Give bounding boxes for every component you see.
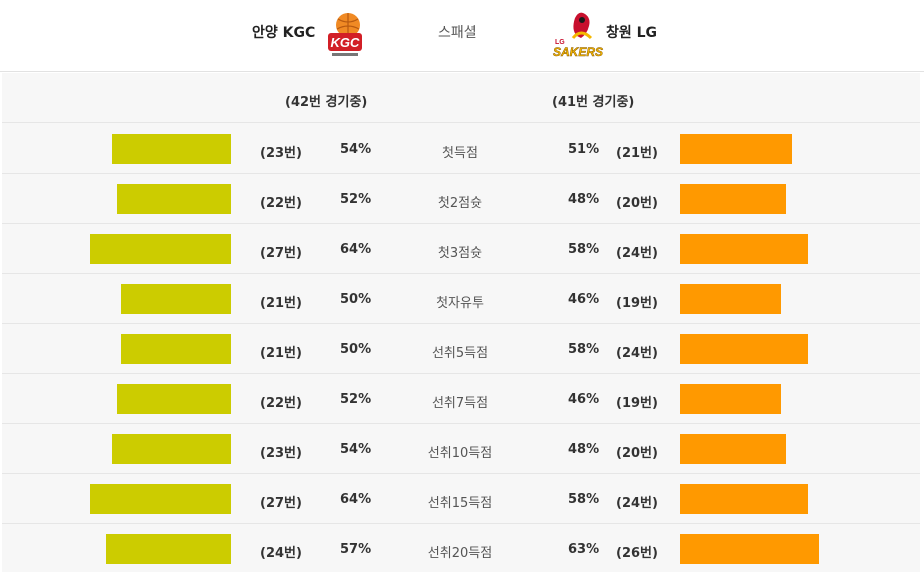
away-percent: 48% <box>568 442 600 457</box>
games-played-row: (42번 경기중) (41번 경기중) <box>2 73 920 123</box>
stat-label: 선취5득점 <box>431 346 489 361</box>
away-bar <box>680 534 819 564</box>
away-percent: 58% <box>568 342 600 357</box>
away-bar <box>680 284 781 314</box>
center-title: 스패셜 <box>438 25 477 41</box>
home-count: (23번) <box>260 146 302 161</box>
home-bar <box>90 234 231 264</box>
away-count: (24번) <box>616 246 658 261</box>
home-bar <box>112 134 231 164</box>
stat-label: 선취15득점 <box>427 496 493 511</box>
stat-label: 첫3점슛 <box>437 246 483 261</box>
match-header: 안양 KGC KGC 스패셜 LG SAKERS 창원 LG <box>0 0 924 72</box>
away-bar <box>680 234 808 264</box>
away-bar <box>680 334 808 364</box>
home-percent: 64% <box>340 492 372 507</box>
sakers-logo-text: SAKERS <box>553 45 603 59</box>
away-bar <box>680 134 792 164</box>
away-count: (20번) <box>616 446 658 461</box>
home-count: (27번) <box>260 246 302 261</box>
home-percent: 54% <box>340 142 372 157</box>
away-count: (19번) <box>616 396 658 411</box>
stat-row: (27번) 64% 첫3점슛 58% (24번) <box>2 224 920 274</box>
home-games-played: (42번 경기중) <box>285 95 368 110</box>
home-percent: 52% <box>340 392 372 407</box>
home-bar <box>117 184 231 214</box>
home-bar <box>90 484 231 514</box>
stat-label: 선취20득점 <box>427 546 493 561</box>
kgc-logo[interactable]: KGC <box>326 11 364 61</box>
away-bar <box>680 484 808 514</box>
home-count: (21번) <box>260 346 302 361</box>
stat-row: (27번) 64% 선취15득점 58% (24번) <box>2 474 920 524</box>
stats-panel: (42번 경기중) (41번 경기중) (23번) 54% 첫득점 51% (21번)(… <box>2 73 920 572</box>
home-percent: 54% <box>340 442 372 457</box>
home-bar <box>117 384 231 414</box>
lg-logo-small: LG <box>555 39 565 46</box>
home-bar <box>106 534 231 564</box>
away-games-played: (41번 경기중) <box>552 95 635 110</box>
away-percent: 63% <box>568 542 600 557</box>
home-bar <box>121 334 231 364</box>
away-count: (20번) <box>616 196 658 211</box>
stat-row: (23번) 54% 선취10득점 48% (20번) <box>2 424 920 474</box>
home-bar <box>121 284 231 314</box>
stat-row: (21번) 50% 선취5득점 58% (24번) <box>2 324 920 374</box>
away-percent: 46% <box>568 292 600 307</box>
home-percent: 52% <box>340 192 372 207</box>
stat-label: 첫득점 <box>442 146 478 161</box>
away-count: (19번) <box>616 296 658 311</box>
home-count: (22번) <box>260 396 302 411</box>
stat-label: 선취7득점 <box>431 396 489 411</box>
stat-row: (22번) 52% 첫2점슛 48% (20번) <box>2 174 920 224</box>
home-team-name[interactable]: 안양 KGC <box>252 25 316 41</box>
home-percent: 50% <box>340 292 372 307</box>
away-count: (21번) <box>616 146 658 161</box>
away-count: (26번) <box>616 546 658 561</box>
stat-row: (23번) 54% 첫득점 51% (21번) <box>2 124 920 174</box>
away-bar <box>680 434 786 464</box>
home-count: (23번) <box>260 446 302 461</box>
home-count: (22번) <box>260 196 302 211</box>
away-count: (24번) <box>616 346 658 361</box>
stat-label: 첫2점슛 <box>437 196 483 211</box>
home-percent: 57% <box>340 542 372 557</box>
stat-row: (21번) 50% 첫자유투 46% (19번) <box>2 274 920 324</box>
away-percent: 48% <box>568 192 600 207</box>
home-percent: 50% <box>340 342 372 357</box>
home-bar <box>112 434 231 464</box>
away-percent: 46% <box>568 392 600 407</box>
stat-label: 첫자유투 <box>436 296 484 311</box>
kgc-logo-text: KGC <box>331 35 361 50</box>
away-bar <box>680 184 786 214</box>
away-count: (24번) <box>616 496 658 511</box>
home-count: (27번) <box>260 496 302 511</box>
stat-row: (24번) 57% 선취20득점 63% (26번) <box>2 524 920 572</box>
away-percent: 58% <box>568 242 600 257</box>
away-percent: 58% <box>568 492 600 507</box>
away-percent: 51% <box>568 142 600 157</box>
home-count: (21번) <box>260 296 302 311</box>
lg-sakers-logo[interactable]: LG SAKERS <box>551 8 605 60</box>
away-bar <box>680 384 781 414</box>
stat-row: (22번) 52% 선취7득점 46% (19번) <box>2 374 920 424</box>
home-count: (24번) <box>260 546 302 561</box>
home-percent: 64% <box>340 242 372 257</box>
away-team-name[interactable]: 창원 LG <box>606 25 658 41</box>
stat-label: 선취10득점 <box>427 446 493 461</box>
